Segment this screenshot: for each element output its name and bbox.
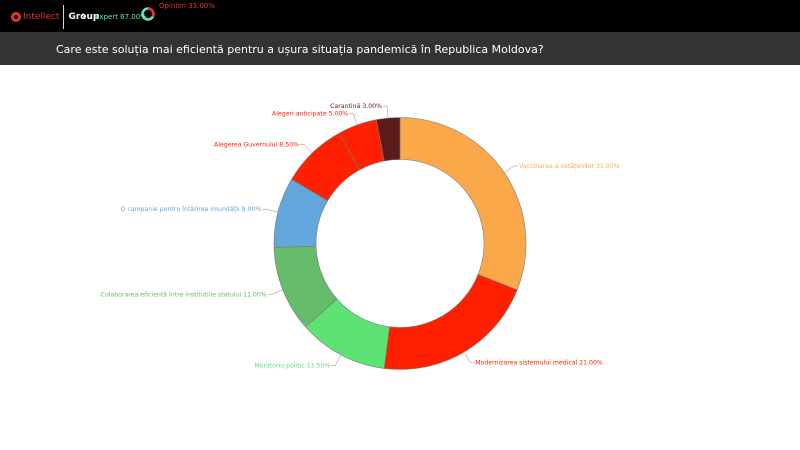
- label-vaccinarea-a-cetatenilor: Vaccinarea a cetățenilor 31.00%: [519, 163, 620, 171]
- leader-o-campanie-pentru-intarirea-imunitatii: [262, 208, 279, 213]
- label-carantina: Carantină 3.00%: [330, 103, 382, 110]
- leader-colaborarea-eficienta-intre-institutiile-statului: [267, 289, 283, 295]
- slice-labels: Vaccinarea a cetățenilor 31.00% Moderniza…: [101, 103, 620, 369]
- label-alegeri-anticipate: Alegeri anticipate 5.00%: [272, 111, 348, 118]
- expert-opinion-mini-donut: [141, 7, 155, 21]
- logo-divider: [63, 5, 65, 29]
- leader-alegeri-anticipate: [349, 113, 358, 126]
- expert-share-label: Expert 67.00%: [95, 13, 147, 21]
- logo-group: Group: [68, 12, 100, 22]
- slice-vaccinarea-a-cetatenilor[interactable]: [399, 117, 527, 291]
- donut-chart: Vaccinarea a cetățenilor 31.00% Moderniza…: [101, 103, 620, 370]
- label-leaders: [262, 105, 519, 366]
- leader-carantina: [383, 105, 389, 119]
- label-alegerea-guvernului: Alegerea Guvernului 8.50%: [214, 141, 299, 148]
- slice-carantina[interactable]: [376, 117, 401, 162]
- label-modernizarea-sistemului-medical: Modernizarea sistemului medical 21.00%: [475, 359, 603, 366]
- leader-modernizarea-sistemului-medical: [463, 351, 475, 363]
- label-o-campanie-pentru-intarirea-imunitatii: O campanie pentru întărirea imunității 9…: [121, 205, 262, 214]
- logo-intellect: Intellect: [23, 12, 60, 22]
- opinion-arc: [147, 7, 155, 18]
- slice-modernizarea-sistemului-medical[interactable]: [383, 274, 518, 370]
- page-title: Care este soluția mai eficientă pentru a…: [56, 43, 544, 56]
- ampersand: &: [81, 13, 86, 20]
- logo[interactable]: Intellect Group: [11, 5, 100, 29]
- top-bar: Intellect Group & Expert 67.00% Opinion …: [0, 0, 800, 32]
- donut-slices: [273, 117, 527, 370]
- title-bar: Care este soluția mai eficientă pentru a…: [0, 32, 800, 65]
- label-moratoriu-politic: Moratoriu politic 11.50%: [254, 362, 330, 369]
- leader-vaccinarea-a-cetatenilor: [504, 165, 519, 173]
- opinion-share-label: Opinion 33.00%: [159, 2, 215, 10]
- leader-moratoriu-politic: [331, 354, 342, 366]
- leader-alegerea-guvernului: [299, 144, 313, 154]
- logo-icon: [11, 12, 21, 22]
- label-colaborarea-eficienta-intre-institutiile-statului: Colaborarea eficientă între instituțiile…: [101, 290, 267, 299]
